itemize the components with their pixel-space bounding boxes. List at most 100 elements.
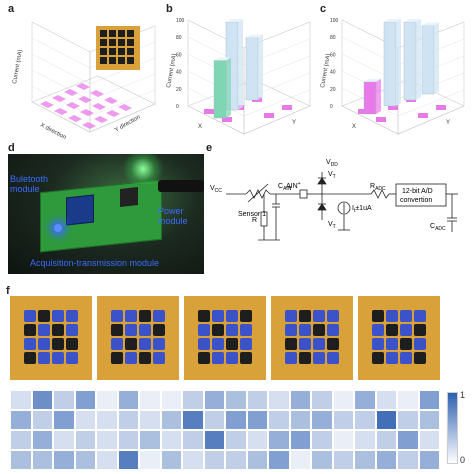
- heatmap-cell: [97, 451, 117, 469]
- sensor-pixel: [299, 310, 311, 322]
- sensor-pixel: [414, 352, 426, 364]
- sensor-pixel: [198, 324, 210, 336]
- sensor-pixel: [285, 352, 297, 364]
- sensor-pixel: [111, 310, 123, 322]
- small-bar: [436, 105, 446, 110]
- sensor-pixel: [386, 310, 398, 322]
- sensor-pixel: [327, 352, 339, 364]
- panel-d-board-photo: Buletooth module Power module Acquisitio…: [8, 154, 204, 274]
- sensor-pixel: [226, 324, 238, 336]
- sensor-pixel: [414, 324, 426, 336]
- colorbar: [447, 392, 458, 464]
- heatmap-cell: [118, 391, 138, 409]
- sensor-pixel: [24, 324, 36, 336]
- heatmap-cell: [183, 451, 203, 469]
- floor-tile: [82, 122, 96, 129]
- acq-label: Acquisition-transmission module: [30, 258, 160, 268]
- sensor-pixel: [52, 352, 64, 364]
- usb-cable: [158, 180, 204, 192]
- bar-tall-2: [403, 21, 417, 101]
- sensor-pixel: [111, 338, 123, 350]
- sensor-pixel: [109, 39, 116, 46]
- heatmap-cell: [312, 391, 332, 409]
- floor-tile: [92, 103, 106, 110]
- heatmap-cell: [32, 451, 52, 469]
- heatmap-cell: [97, 431, 117, 449]
- floor-tiles-a: [40, 83, 132, 129]
- sensor-photo: [184, 296, 266, 380]
- bar-top: [404, 19, 421, 22]
- vdd-label: VDD: [326, 159, 338, 168]
- sensor-pixel: [299, 338, 311, 350]
- heatmap-cell: [312, 451, 332, 469]
- b-ylabel: Current (mA): [166, 53, 178, 88]
- sensor-pixel: [38, 324, 50, 336]
- heatmap-cell: [226, 411, 246, 429]
- bar-side: [416, 19, 421, 100]
- bar-tall-1: [383, 21, 397, 107]
- panel-letter-b: b: [166, 3, 173, 15]
- heatmap-cell: [97, 411, 117, 429]
- heatmap-cell: [269, 391, 289, 409]
- sensor-pixel: [240, 324, 252, 336]
- heatmap-cell: [204, 391, 224, 409]
- sensor-pixel: [153, 338, 165, 350]
- sensor-pixel: [24, 310, 36, 322]
- power-chip: [120, 187, 138, 207]
- ain-label: AIN+: [286, 181, 301, 190]
- sensor-pixel: [386, 324, 398, 336]
- sensor-pixel: [414, 338, 426, 350]
- sensor-pixel: [127, 48, 134, 55]
- y-tick-label: 80: [330, 35, 336, 41]
- bar-top: [214, 57, 231, 61]
- heatmap-cell: [247, 411, 267, 429]
- floor-tile: [80, 109, 94, 116]
- sensor-pixel: [414, 310, 426, 322]
- heatmap-cell: [75, 411, 95, 429]
- sensor-photo: [10, 296, 92, 380]
- sensor-pixel: [24, 352, 36, 364]
- sensor-pixel: [226, 338, 238, 350]
- heatmap-cell: [398, 451, 418, 469]
- y-tick-label: 100: [176, 18, 185, 24]
- sensor-pixel: [24, 338, 36, 350]
- floor-tile: [118, 104, 132, 111]
- panel-b-bar-chart: 0 20 40 60 80 100 Current (mA) X Y: [166, 18, 311, 135]
- sensor-pixel: [125, 338, 137, 350]
- a-zlabel: Y direction: [114, 114, 141, 133]
- sensor-pixel: [386, 338, 398, 350]
- sensor-pixel: [400, 352, 412, 364]
- bar-top: [422, 22, 439, 26]
- sensor-pixel: [109, 48, 116, 55]
- heatmap-cell: [140, 431, 160, 449]
- adc-box-line2: convertion: [400, 197, 432, 204]
- sensor-pixel: [109, 57, 116, 64]
- heatmap-cell: [376, 451, 396, 469]
- sensor-pixel: [240, 310, 252, 322]
- small-bar: [388, 105, 398, 110]
- vt-top-label: VT: [328, 171, 336, 180]
- heatmap-cell: [204, 451, 224, 469]
- bar-tall-3: [245, 37, 259, 101]
- heatmap-cell: [247, 451, 267, 469]
- green-glow: [118, 154, 168, 184]
- heatmap-cell: [290, 411, 310, 429]
- panel-letter-d: d: [8, 142, 15, 154]
- sensor-pixel: [125, 324, 137, 336]
- heatmap-cell: [140, 411, 160, 429]
- heatmap-cell: [183, 431, 203, 449]
- sensor-pixel: [226, 310, 238, 322]
- sensor-pixel: [313, 352, 325, 364]
- heatmap-cell: [376, 411, 396, 429]
- sensor-pixel: [299, 324, 311, 336]
- y-tick-label: 20: [176, 87, 182, 93]
- bar-side: [258, 34, 263, 100]
- sensor-label: Sensor 1: [238, 211, 266, 218]
- c-zlabel: Y: [446, 120, 450, 126]
- heatmap-cell: [118, 411, 138, 429]
- panel-letter-f: f: [6, 285, 10, 297]
- colorbar-max: 1: [460, 390, 466, 400]
- bar-side: [434, 22, 439, 95]
- heatmap-cell: [333, 431, 353, 449]
- heatmap-cell: [355, 451, 375, 469]
